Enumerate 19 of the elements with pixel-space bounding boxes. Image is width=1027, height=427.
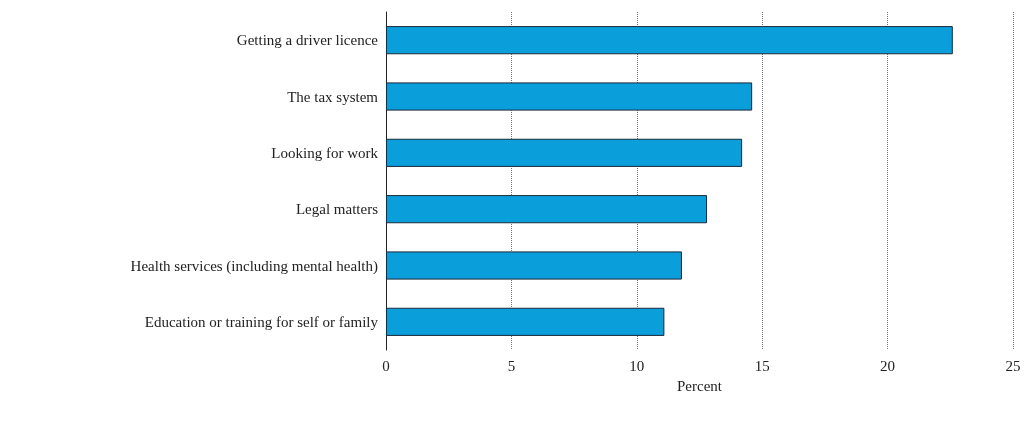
y-tick-label: Looking for work — [271, 144, 379, 161]
y-tick-label: Education or training for self or family — [144, 313, 379, 330]
bar — [386, 26, 953, 55]
x-axis-title: Percent — [677, 377, 723, 394]
x-tick-label: 0 — [382, 357, 390, 374]
bar — [386, 307, 665, 336]
x-tick-label: 25 — [1005, 357, 1021, 374]
x-tick-label: 15 — [754, 357, 770, 374]
x-tick-label: 10 — [629, 357, 645, 374]
y-tick-label: Health services (including mental health) — [130, 257, 378, 275]
x-tick-label: 20 — [880, 357, 896, 374]
bar — [386, 82, 753, 111]
y-tick-label: Legal matters — [295, 201, 379, 218]
x-tick-label: 5 — [507, 357, 516, 374]
bar — [386, 251, 682, 280]
y-tick-label: Getting a driver licence — [236, 32, 379, 49]
bar — [386, 195, 708, 224]
y-tick-label: The tax system — [287, 88, 379, 105]
bar — [386, 138, 743, 167]
